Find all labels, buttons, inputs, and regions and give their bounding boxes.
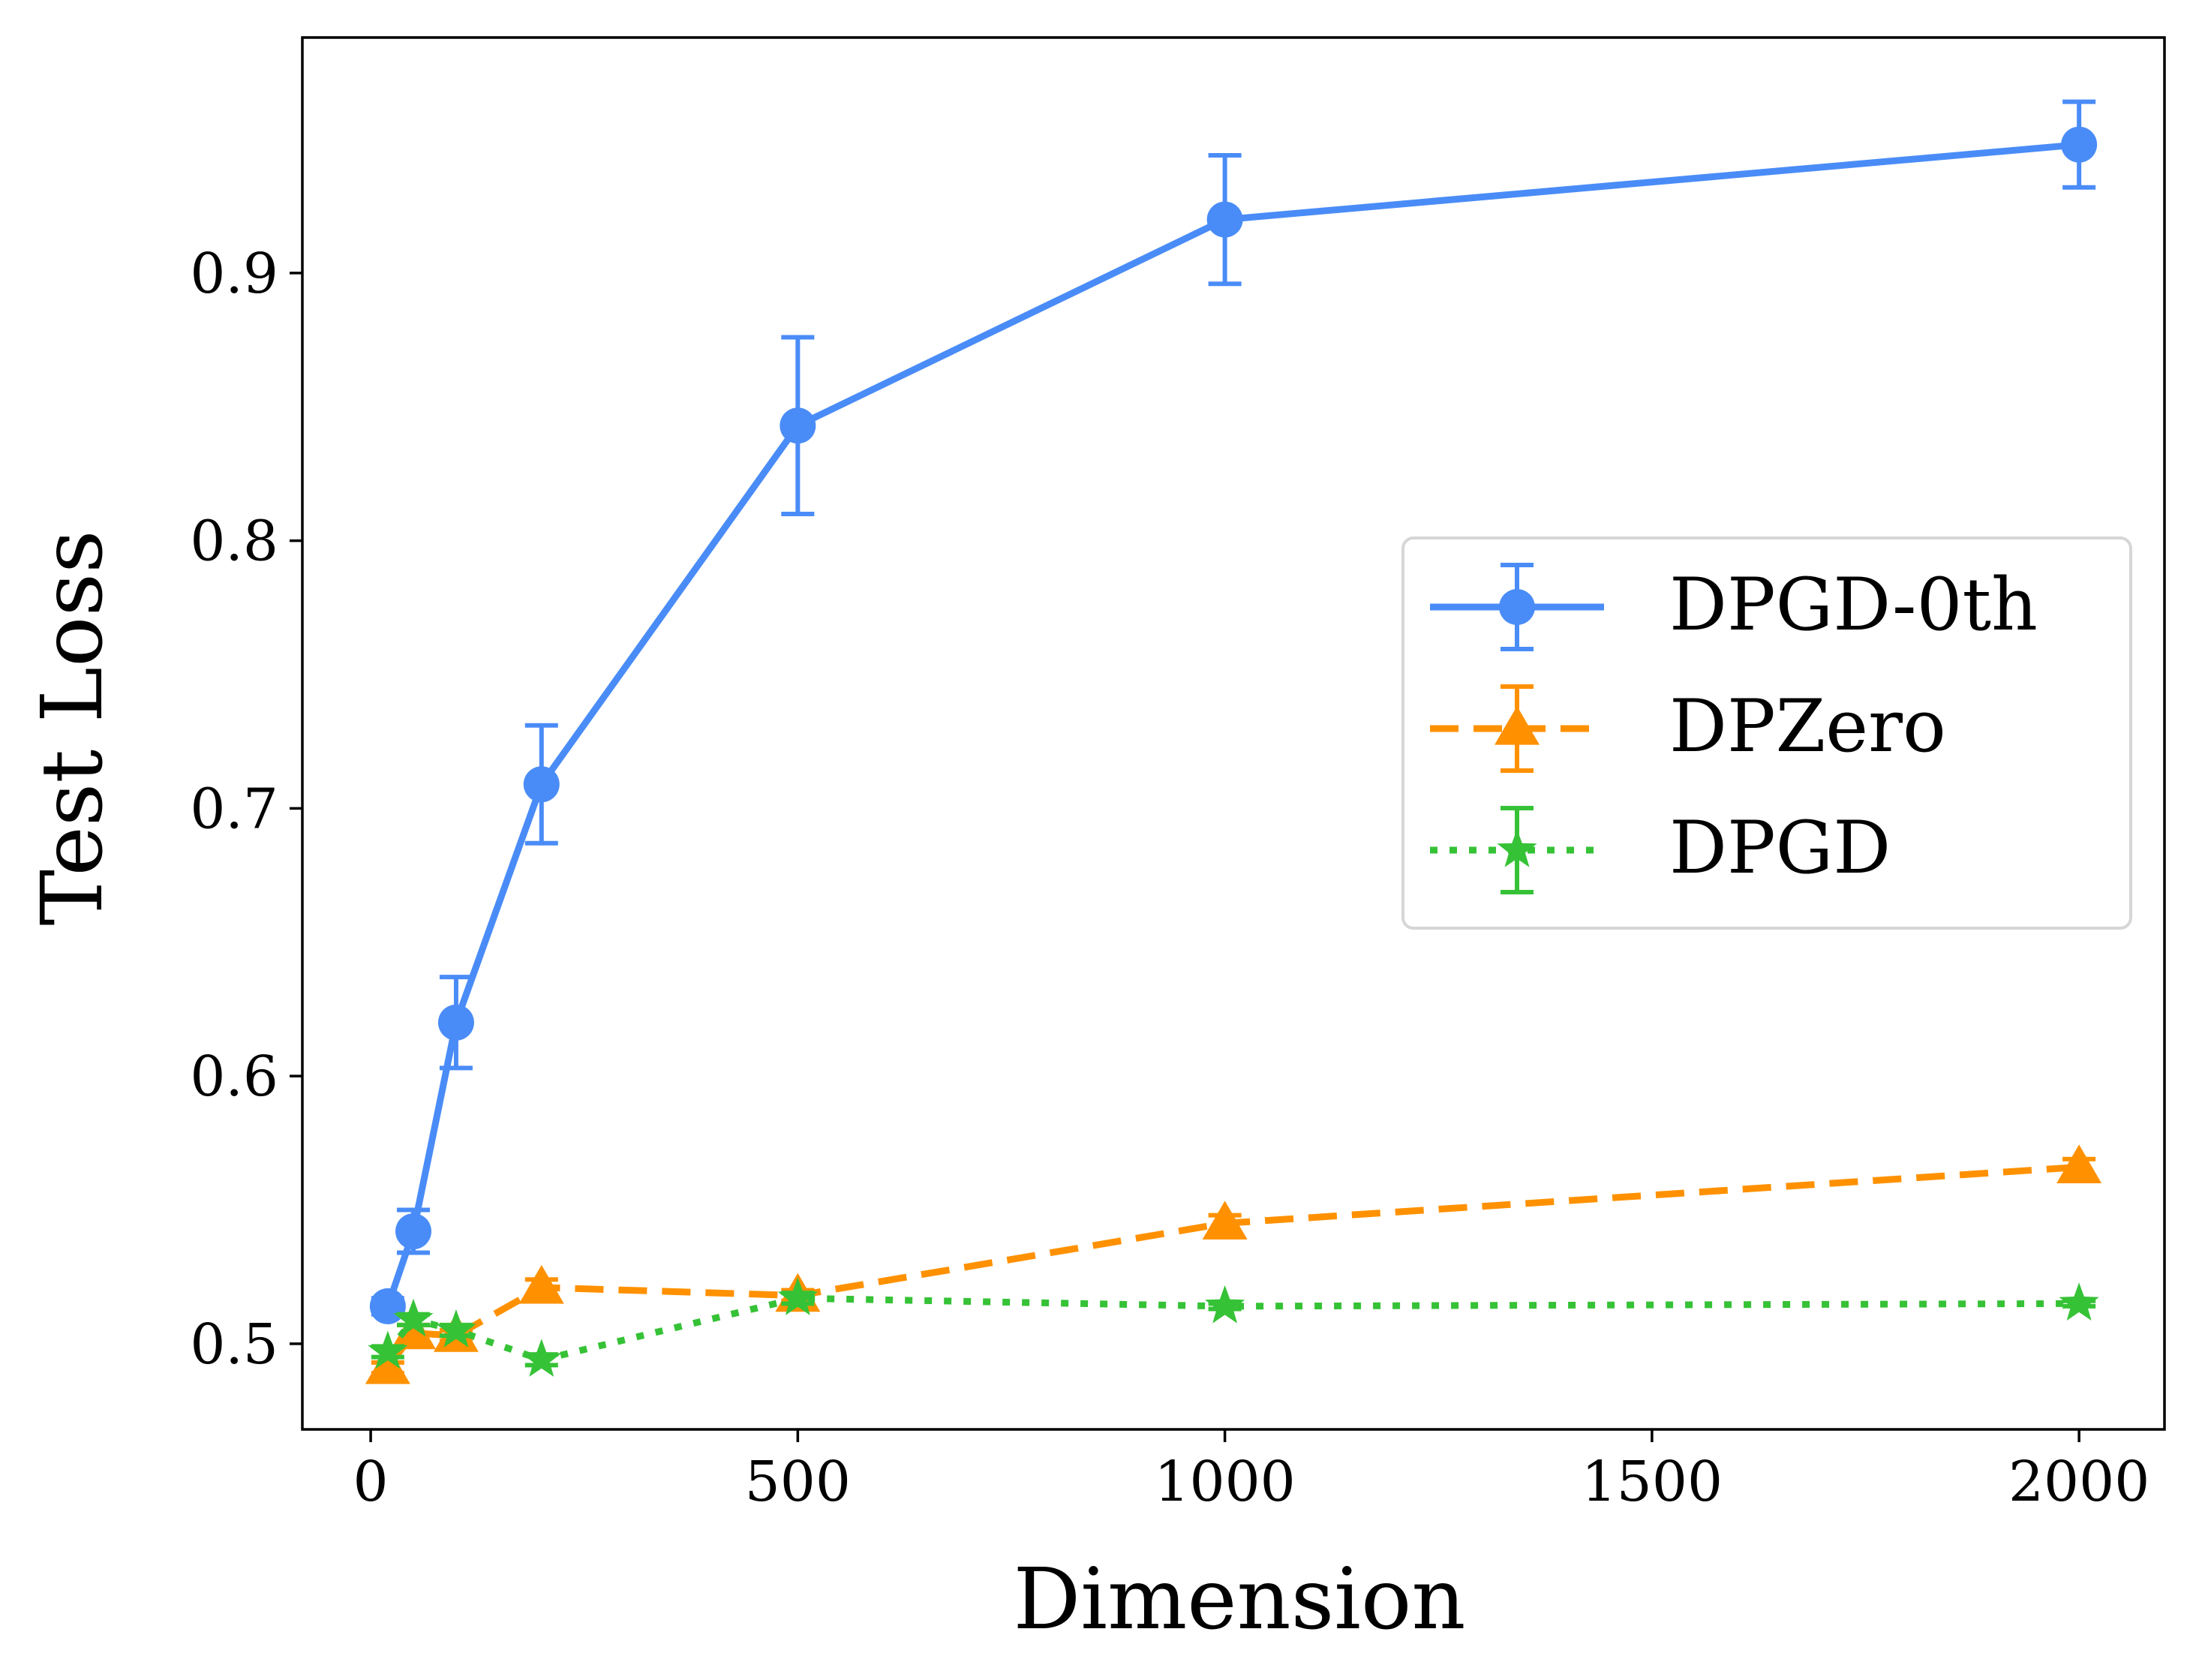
x-tick-label: 0 (353, 1450, 389, 1514)
legend-marker (1499, 589, 1535, 625)
y-tick-label: 0.8 (190, 509, 278, 574)
x-tick-label: 500 (745, 1450, 851, 1514)
legend-marker (1497, 829, 1537, 867)
legend-label: DPGD (1669, 806, 1891, 890)
data-point (1206, 201, 1243, 238)
data-point (1205, 1285, 1245, 1324)
data-point (393, 1298, 434, 1337)
data-point (1202, 1201, 1248, 1240)
y-axis-label: Test Loss (24, 530, 122, 925)
data-point (2059, 1282, 2099, 1321)
series-dpgd-0th (369, 99, 2098, 1324)
legend-label: DPGD-0th (1669, 563, 2038, 647)
legend: DPGD-0th DPZero DPGD (1401, 536, 2132, 930)
data-point (391, 1310, 437, 1350)
data-point (518, 1264, 564, 1304)
legend-entry-dpzero: DPZero (1430, 684, 1946, 773)
y-tick-label: 0.7 (190, 777, 278, 841)
data-point (777, 1277, 818, 1315)
series-dpgd (368, 1277, 2099, 1377)
y-tick-label: 0.6 (190, 1044, 278, 1109)
data-point (2061, 126, 2098, 163)
axes: 0 500 1000 1500 2000 0.5 0.6 0.7 0.8 0.9 (190, 36, 2166, 1514)
legend-entry-dpgd: DPGD (1430, 806, 1891, 894)
legend-box (1401, 536, 2132, 930)
data-point (369, 1288, 406, 1324)
data-point (2056, 1144, 2102, 1184)
x-tick-label: 2000 (2008, 1450, 2149, 1514)
data-point (523, 766, 560, 803)
x-axis-label: Dimension (1013, 1551, 1465, 1648)
y-tick-label: 0.5 (190, 1312, 278, 1377)
data-point (521, 1339, 562, 1377)
data-point (780, 407, 816, 444)
plot-frame (301, 36, 2166, 1431)
plot-area (365, 99, 2102, 1384)
y-tick-label: 0.9 (190, 242, 278, 306)
data-point (395, 1213, 432, 1250)
data-point (365, 1345, 410, 1384)
data-point (437, 1004, 474, 1041)
legend-marker (1495, 706, 1540, 745)
data-point (368, 1330, 408, 1369)
legend-label: DPZero (1669, 684, 1946, 768)
data-point (436, 1309, 476, 1348)
x-tick-label: 1000 (1154, 1450, 1295, 1514)
legend-entry-dpgd-0th: DPGD-0th (1430, 563, 2038, 651)
x-tick-label: 1500 (1582, 1450, 1723, 1514)
